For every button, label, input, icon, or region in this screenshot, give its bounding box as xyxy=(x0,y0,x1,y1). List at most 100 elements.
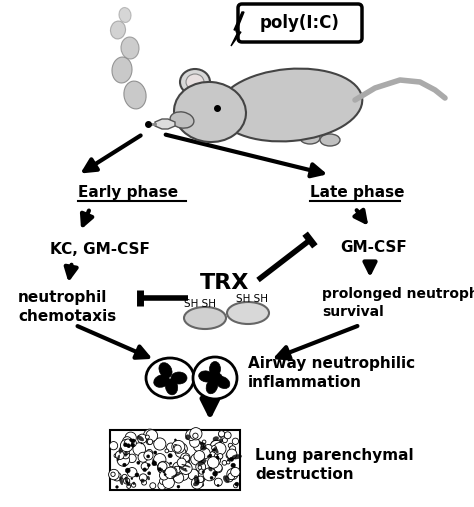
Ellipse shape xyxy=(182,464,191,467)
Circle shape xyxy=(211,446,216,450)
Circle shape xyxy=(204,445,213,453)
Circle shape xyxy=(211,440,220,450)
Text: SH SH: SH SH xyxy=(184,299,216,309)
Ellipse shape xyxy=(210,361,220,377)
Circle shape xyxy=(197,476,204,483)
Circle shape xyxy=(121,451,130,459)
Ellipse shape xyxy=(209,467,212,471)
Text: KC, GM-CSF: KC, GM-CSF xyxy=(50,242,150,258)
Circle shape xyxy=(210,477,213,480)
Circle shape xyxy=(124,439,132,447)
Circle shape xyxy=(173,462,183,473)
Ellipse shape xyxy=(227,302,269,324)
Ellipse shape xyxy=(112,57,132,83)
Ellipse shape xyxy=(199,371,214,382)
Ellipse shape xyxy=(185,435,191,440)
Circle shape xyxy=(111,472,115,477)
Ellipse shape xyxy=(206,379,218,394)
Ellipse shape xyxy=(216,376,230,388)
Circle shape xyxy=(190,438,200,447)
Circle shape xyxy=(152,461,157,466)
Circle shape xyxy=(123,453,127,457)
Circle shape xyxy=(177,458,186,467)
Ellipse shape xyxy=(218,68,362,141)
Ellipse shape xyxy=(133,482,135,485)
Circle shape xyxy=(158,462,167,471)
Circle shape xyxy=(122,448,129,455)
Ellipse shape xyxy=(125,477,128,483)
Ellipse shape xyxy=(194,476,199,484)
Circle shape xyxy=(174,445,181,452)
Circle shape xyxy=(191,477,203,489)
Circle shape xyxy=(159,471,169,480)
Circle shape xyxy=(135,473,139,477)
Circle shape xyxy=(120,439,133,452)
Circle shape xyxy=(128,454,136,462)
Circle shape xyxy=(215,479,220,484)
Circle shape xyxy=(204,470,213,479)
FancyBboxPatch shape xyxy=(238,4,362,42)
Text: Late phase: Late phase xyxy=(310,186,404,200)
Ellipse shape xyxy=(217,456,219,460)
Circle shape xyxy=(116,486,118,488)
Circle shape xyxy=(127,485,131,488)
Circle shape xyxy=(177,485,180,488)
Ellipse shape xyxy=(137,436,144,441)
Circle shape xyxy=(202,470,205,473)
Circle shape xyxy=(219,431,225,437)
Circle shape xyxy=(199,469,204,474)
Circle shape xyxy=(200,477,204,481)
Circle shape xyxy=(229,457,234,461)
Circle shape xyxy=(129,439,133,442)
Circle shape xyxy=(117,454,129,466)
Circle shape xyxy=(217,484,219,486)
Circle shape xyxy=(173,445,178,449)
Circle shape xyxy=(193,442,203,451)
Circle shape xyxy=(231,463,236,467)
Circle shape xyxy=(175,447,186,457)
Circle shape xyxy=(210,440,223,453)
Circle shape xyxy=(165,449,169,453)
Circle shape xyxy=(188,469,199,480)
Ellipse shape xyxy=(300,132,320,144)
Circle shape xyxy=(129,440,137,447)
Circle shape xyxy=(131,478,133,480)
Circle shape xyxy=(146,439,152,445)
Circle shape xyxy=(197,450,201,454)
Circle shape xyxy=(162,469,163,470)
Ellipse shape xyxy=(320,134,340,146)
Circle shape xyxy=(127,441,135,448)
Circle shape xyxy=(138,452,148,462)
Circle shape xyxy=(224,432,231,439)
Ellipse shape xyxy=(200,443,206,445)
Circle shape xyxy=(229,446,236,452)
Circle shape xyxy=(144,429,156,442)
Circle shape xyxy=(232,438,238,445)
Circle shape xyxy=(173,473,184,483)
Ellipse shape xyxy=(186,74,204,90)
Circle shape xyxy=(222,438,228,443)
Circle shape xyxy=(198,465,203,470)
Ellipse shape xyxy=(154,375,169,387)
Text: Early phase: Early phase xyxy=(78,186,178,200)
Circle shape xyxy=(197,480,199,482)
Ellipse shape xyxy=(172,474,181,478)
Circle shape xyxy=(200,448,210,459)
Circle shape xyxy=(123,437,132,446)
Circle shape xyxy=(163,477,174,488)
Circle shape xyxy=(137,461,140,464)
Circle shape xyxy=(146,455,150,458)
Circle shape xyxy=(166,443,175,452)
Circle shape xyxy=(214,453,222,460)
Ellipse shape xyxy=(124,451,128,456)
Circle shape xyxy=(183,455,190,461)
Circle shape xyxy=(172,473,180,481)
Circle shape xyxy=(185,468,186,469)
Circle shape xyxy=(196,462,206,472)
Circle shape xyxy=(161,476,164,479)
Ellipse shape xyxy=(153,459,155,464)
Circle shape xyxy=(142,480,146,485)
Circle shape xyxy=(186,429,197,441)
Circle shape xyxy=(203,468,216,481)
Circle shape xyxy=(146,435,149,439)
